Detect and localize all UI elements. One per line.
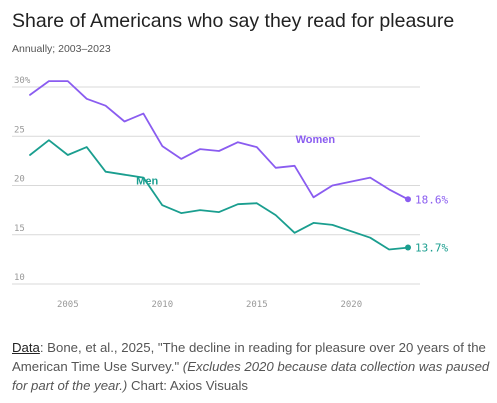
x-tick-label: 2020 (340, 300, 362, 310)
y-tick-label: 15 (14, 224, 25, 234)
end-value-label-men: 13.7% (415, 242, 448, 255)
series-name-label-women: Women (296, 134, 336, 146)
label-layer: 18.6% 13.7% Women Men (136, 134, 448, 254)
series-line-men (29, 139, 409, 251)
series-line-women (29, 80, 409, 201)
end-value-label-women: 18.6% (415, 193, 448, 206)
chart-subtitle: Annually; 2003–2023 (12, 43, 111, 55)
series-layer (29, 80, 411, 251)
line-chart: 10 15 20 25 30% 2005 2010 2015 2020 18.6% 13.7% Wo… (12, 76, 448, 310)
data-source-link[interactable]: Data (12, 340, 40, 355)
y-tick-label: 10 (14, 273, 25, 283)
y-tick-label: 20 (14, 175, 25, 185)
y-tick-label: 25 (14, 125, 25, 135)
series-name-label-men: Men (136, 176, 158, 188)
footer-source: Data: Bone, et al., 2025, "The decline i… (12, 338, 490, 395)
x-tick-label: 2015 (246, 300, 268, 310)
x-tick-label: 2010 (151, 300, 173, 310)
chart-title: Share of Americans who say they read for… (12, 10, 455, 32)
x-tick-label: 2005 (57, 300, 79, 310)
grid-layer (12, 86, 420, 285)
end-point-women (405, 196, 411, 203)
source-text: : Bone, et al., 2025, "The decline in re… (12, 340, 486, 374)
end-point-men (405, 244, 411, 251)
credit-text: Chart: Axios Visuals (127, 378, 249, 393)
tick-layer: 10 15 20 25 30% 2005 2010 2015 2020 (14, 76, 362, 310)
source-note: (Excludes 2020 because data collection w… (12, 359, 490, 393)
y-tick-label: 30% (14, 76, 31, 86)
